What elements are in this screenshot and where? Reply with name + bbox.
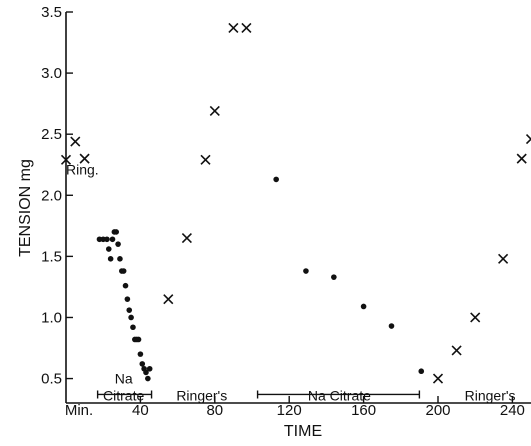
dot-marker-point bbox=[109, 236, 116, 243]
y-tick-label: 2.0 bbox=[41, 187, 62, 204]
x-origin-label: Min. bbox=[65, 402, 93, 419]
y-axis-label: TENSION mg bbox=[17, 159, 34, 257]
x-marker-point bbox=[60, 154, 72, 165]
dot-marker-point bbox=[122, 282, 129, 289]
dot-marker-point bbox=[360, 303, 367, 310]
x-marker-point bbox=[470, 312, 481, 323]
x-marker-point bbox=[525, 134, 531, 145]
annotations: Ring. Na Citrate Ringer's Na Citrate Ringer's bbox=[66, 162, 516, 404]
ticks: 0.5 1.0 1.5 2.0 2.5 3.0 3.5 40 80 120 160 200 240 bbox=[41, 4, 525, 419]
x-tick-label: 80 bbox=[206, 402, 223, 419]
dot-marker-point bbox=[143, 369, 149, 376]
data-marks bbox=[60, 22, 531, 384]
axes bbox=[65, 12, 531, 404]
x-marker-point bbox=[181, 232, 192, 244]
dot-marker-point bbox=[115, 241, 121, 247]
x-tick-label: 200 bbox=[425, 402, 450, 419]
y-tick-label: 1.5 bbox=[41, 248, 62, 265]
dot-marker-point bbox=[128, 314, 134, 321]
y-tick-label: 3.0 bbox=[41, 65, 62, 82]
x-tick-label: 40 bbox=[132, 402, 149, 419]
annotation-label: Ringer's bbox=[176, 388, 227, 404]
dot-marker-point bbox=[120, 268, 127, 274]
dot-marker-point bbox=[418, 368, 425, 375]
dot-marker-point bbox=[331, 274, 337, 280]
brackets bbox=[96, 390, 421, 399]
dot-marker-point bbox=[130, 324, 136, 331]
dot-marker-point bbox=[113, 229, 120, 235]
dot-marker-point bbox=[107, 256, 114, 262]
dot-marker-point bbox=[388, 323, 395, 329]
dot-marker-point bbox=[124, 296, 131, 302]
x-marker-point bbox=[70, 136, 81, 147]
annotation-label: Na Citrate bbox=[308, 388, 371, 404]
dot-marker-point bbox=[139, 361, 146, 367]
annotation-label: Ring. bbox=[66, 162, 99, 178]
x-marker-point bbox=[451, 345, 462, 356]
dot-marker-point bbox=[303, 268, 309, 274]
x-tick-label: 120 bbox=[277, 402, 302, 419]
x-marker-point bbox=[498, 253, 509, 264]
dot-marker-point bbox=[146, 365, 153, 372]
annotation-label: Ringer's bbox=[465, 388, 516, 404]
dot-marker-point bbox=[105, 246, 112, 252]
dot-marker-point bbox=[273, 176, 279, 183]
x-marker-point bbox=[163, 294, 174, 305]
y-tick-label: 1.0 bbox=[41, 309, 62, 326]
x-tick-label: 240 bbox=[500, 402, 525, 419]
x-marker-point bbox=[241, 22, 252, 33]
y-tick-label: 0.5 bbox=[41, 371, 62, 388]
treatment-bracket bbox=[256, 390, 421, 399]
x-marker-point bbox=[79, 153, 90, 164]
dot-marker-point bbox=[145, 375, 151, 382]
annotation-label: Na bbox=[115, 370, 133, 386]
x-axis-label: TIME bbox=[284, 423, 322, 440]
x-tick-label: 160 bbox=[351, 402, 376, 419]
x-marker-point bbox=[432, 373, 444, 384]
x-marker-point bbox=[200, 154, 211, 165]
dot-marker-point bbox=[117, 256, 123, 262]
dot-marker-point bbox=[135, 336, 142, 343]
dot-marker-point bbox=[126, 307, 133, 313]
x-marker-point bbox=[516, 153, 527, 164]
x-marker-point bbox=[228, 22, 239, 33]
treatment-bracket bbox=[96, 390, 153, 399]
dot-marker-point bbox=[137, 351, 144, 357]
y-tick-label: 3.5 bbox=[41, 4, 62, 21]
dot-marker-point bbox=[104, 236, 110, 243]
x-marker-point bbox=[209, 105, 220, 117]
y-tick-label: 2.5 bbox=[41, 126, 62, 143]
annotation-label: Citrate bbox=[103, 388, 144, 404]
